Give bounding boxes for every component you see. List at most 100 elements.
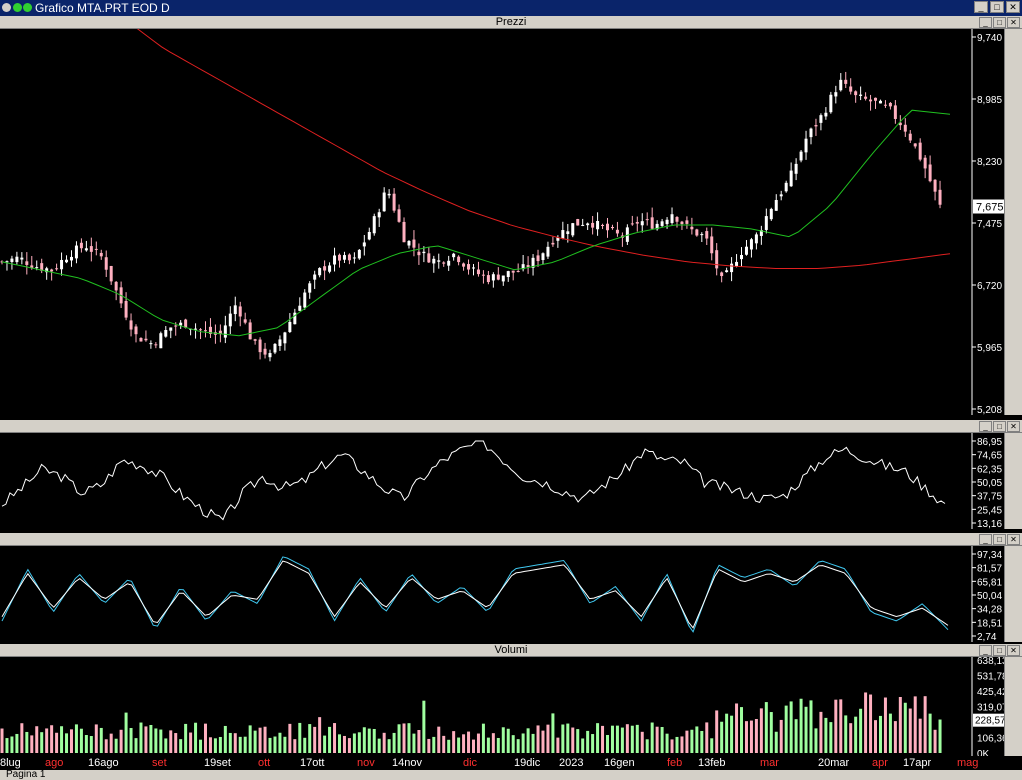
volume-bar xyxy=(928,713,932,753)
price-scale-label: 5,965 xyxy=(977,343,1002,354)
candle xyxy=(179,322,183,326)
volume-bar xyxy=(208,737,212,753)
candle xyxy=(764,216,768,230)
volume-bar xyxy=(541,730,545,753)
candle xyxy=(933,179,937,192)
volume-chart[interactable]: 638,13K 531,78K 425,42K 319,07K 106,36K 0K 228… xyxy=(0,657,1022,756)
moving-average-long xyxy=(136,29,951,269)
candle xyxy=(749,239,753,250)
volume-bar xyxy=(933,729,937,753)
volume-bar xyxy=(159,729,163,753)
maximize-panel-button[interactable]: □ xyxy=(993,421,1006,432)
candle xyxy=(268,353,272,358)
price-chart[interactable]: 9,740 8,985 8,230 7,475 6,720 5,965 5,208 7,675 xyxy=(0,29,1022,415)
volume-bar xyxy=(392,732,396,753)
candle xyxy=(754,234,758,244)
minimize-panel-button[interactable]: _ xyxy=(979,645,992,656)
volume-bar xyxy=(486,737,490,753)
volume-bar xyxy=(521,733,525,753)
volume-bar xyxy=(20,723,24,753)
stochastic-chart[interactable]: 97,34 81,57 65,81 50,04 34,28 18,51 2,74 xyxy=(0,546,1022,642)
volume-bar xyxy=(720,721,724,753)
osc1-scale-label: 50,05 xyxy=(977,478,1002,489)
candle xyxy=(576,219,580,226)
candle xyxy=(615,229,619,234)
price-scrollbar[interactable] xyxy=(1004,29,1022,415)
candle xyxy=(561,230,565,239)
date-axis-label: apr xyxy=(872,757,888,769)
volume-bar xyxy=(84,735,88,753)
osc2-scrollbar[interactable] xyxy=(1004,546,1022,642)
minimize-button[interactable]: _ xyxy=(974,1,988,13)
candle xyxy=(159,333,163,349)
candle xyxy=(228,313,232,327)
candle xyxy=(397,209,401,222)
minimize-panel-button[interactable]: _ xyxy=(979,421,992,432)
volume-bar xyxy=(30,735,34,753)
candle xyxy=(809,128,813,138)
volume-bar xyxy=(154,728,158,753)
maximize-panel-button[interactable]: □ xyxy=(993,17,1006,28)
minimize-panel-button[interactable]: _ xyxy=(979,17,992,28)
volume-bar xyxy=(601,725,605,753)
candle xyxy=(30,265,34,268)
close-panel-button[interactable]: ✕ xyxy=(1007,421,1020,432)
volume-bar xyxy=(149,724,153,753)
candle xyxy=(50,269,54,272)
volume-bar xyxy=(313,726,317,753)
page-tab[interactable]: Pagina 1 xyxy=(6,769,46,780)
candle xyxy=(675,217,679,222)
osc1-scrollbar[interactable] xyxy=(1004,433,1022,529)
volume-bar xyxy=(635,724,639,753)
candle xyxy=(650,217,654,229)
candle xyxy=(69,256,73,261)
page-tab-bar: Pagina 1 xyxy=(0,770,1022,780)
volume-bar xyxy=(730,715,734,753)
maximize-panel-button[interactable]: □ xyxy=(993,534,1006,545)
candle xyxy=(531,257,535,268)
osc2-scale-label: 34,28 xyxy=(977,605,1002,616)
close-panel-button[interactable]: ✕ xyxy=(1007,534,1020,545)
candle xyxy=(834,92,838,97)
volume-bar xyxy=(55,732,59,753)
volume-bar xyxy=(328,726,332,753)
candle xyxy=(486,275,490,283)
volume-bar xyxy=(819,711,823,753)
volume-bar xyxy=(526,728,530,753)
date-axis-label: 20mar xyxy=(818,757,850,769)
candle xyxy=(35,267,39,269)
date-axis-label: 14nov xyxy=(392,757,422,769)
candle xyxy=(109,265,113,282)
candle xyxy=(526,265,530,268)
candle xyxy=(516,271,520,273)
volume-bar xyxy=(164,738,168,753)
volume-bar xyxy=(5,738,9,753)
volume-bar xyxy=(402,723,406,753)
maximize-button[interactable]: □ xyxy=(990,1,1004,13)
minimize-panel-button[interactable]: _ xyxy=(979,534,992,545)
last-price-box xyxy=(973,199,1009,214)
volume-bar xyxy=(913,696,917,753)
close-panel-button[interactable]: ✕ xyxy=(1007,645,1020,656)
close-panel-button[interactable]: ✕ xyxy=(1007,17,1020,28)
candle xyxy=(660,221,664,226)
candle xyxy=(288,321,292,332)
oscillator-chart-1[interactable]: 86,95 74,65 62,35 50,05 37,75 25,45 13,16 xyxy=(0,433,1022,529)
price-scale-label: 8,985 xyxy=(977,95,1002,106)
candle xyxy=(298,305,302,311)
stochastic-line xyxy=(1,560,949,629)
maximize-panel-button[interactable]: □ xyxy=(993,645,1006,656)
candle xyxy=(680,221,684,225)
candle xyxy=(804,138,808,153)
volume-bar xyxy=(45,728,49,753)
close-button[interactable]: ✕ xyxy=(1006,1,1020,13)
volume-bar xyxy=(740,707,744,753)
volume-bar xyxy=(308,724,312,753)
volume-bar xyxy=(610,725,614,753)
app-icon xyxy=(2,3,11,12)
volume-scrollbar[interactable] xyxy=(1004,657,1022,756)
volume-bar xyxy=(342,735,346,753)
osc1-scale-label: 37,75 xyxy=(977,492,1002,503)
volume-bar xyxy=(323,735,327,753)
volume-bar xyxy=(10,736,14,753)
